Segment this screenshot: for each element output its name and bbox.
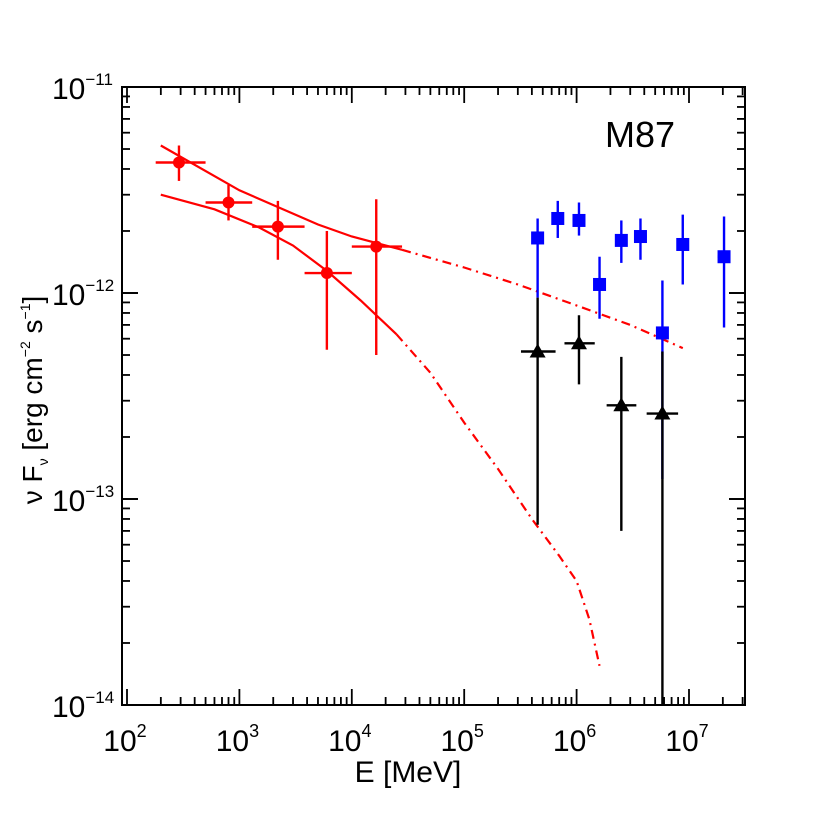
square-point-1 [531,218,545,298]
triangle-point-2 [564,315,595,385]
x-tick-label-3: 104 [328,721,371,758]
y-tick-label-2: 10−12 [52,276,114,312]
marker [551,211,565,225]
chart-title: M87 [605,114,675,155]
marker [370,240,383,253]
axes: 102 103 104 105 106 107 10−11 10−12 10−13 10−14 [52,70,746,758]
x-tick-label-6: 107 [665,721,708,758]
marker [570,335,587,350]
square-point-3 [572,202,586,236]
marker [320,267,333,280]
square-point-5 [614,220,628,263]
marker [529,343,546,358]
square-point-2 [551,200,565,238]
marker [655,326,669,340]
triangle-point-3 [606,356,637,531]
marker [676,237,690,251]
marker [613,397,630,412]
y-tick-label-1: 10−11 [52,70,113,106]
square-point-4 [593,256,607,319]
square-point-8 [676,214,690,285]
marker [222,196,235,209]
x-tick-label-5: 106 [553,721,596,758]
model-curve-solid-1 [160,144,403,251]
marker [633,230,647,244]
marker [172,156,185,169]
marker [654,405,671,420]
marker [531,231,545,245]
plot-frame [121,86,746,706]
model-curve-dashed-2 [395,333,601,667]
data-points [155,145,731,705]
marker [572,213,586,227]
x-tick-label-1: 102 [103,721,146,758]
marker [614,233,628,247]
marker [593,277,607,291]
marker [717,250,731,264]
circle-point-5 [351,199,403,356]
circle-point-2 [205,184,253,221]
square-point-9 [717,216,731,328]
circle-point-4 [304,230,352,350]
y-tick-label-3: 10−13 [52,482,114,518]
circle-point-3 [252,200,305,260]
triangle-point-1 [520,297,556,525]
model-curve-solid-2 [160,193,398,336]
x-axis-label: E [MeV] [355,756,462,789]
x-tick-label-4: 105 [441,721,484,758]
square-point-6 [633,218,647,260]
marker [271,220,284,233]
y-axis-label-text: ν Fν [erg cm−2 s−1] [17,296,51,505]
model-curve-dashed-1 [401,248,684,350]
y-axis-label: ν Fν [erg cm−2 s−1] [17,296,51,505]
x-tick-label-2: 103 [216,721,259,758]
y-tick-label-4: 10−14 [52,688,114,724]
circle-point-1 [155,145,206,181]
triangle-point-4 [646,351,679,705]
model-curves [160,144,684,667]
